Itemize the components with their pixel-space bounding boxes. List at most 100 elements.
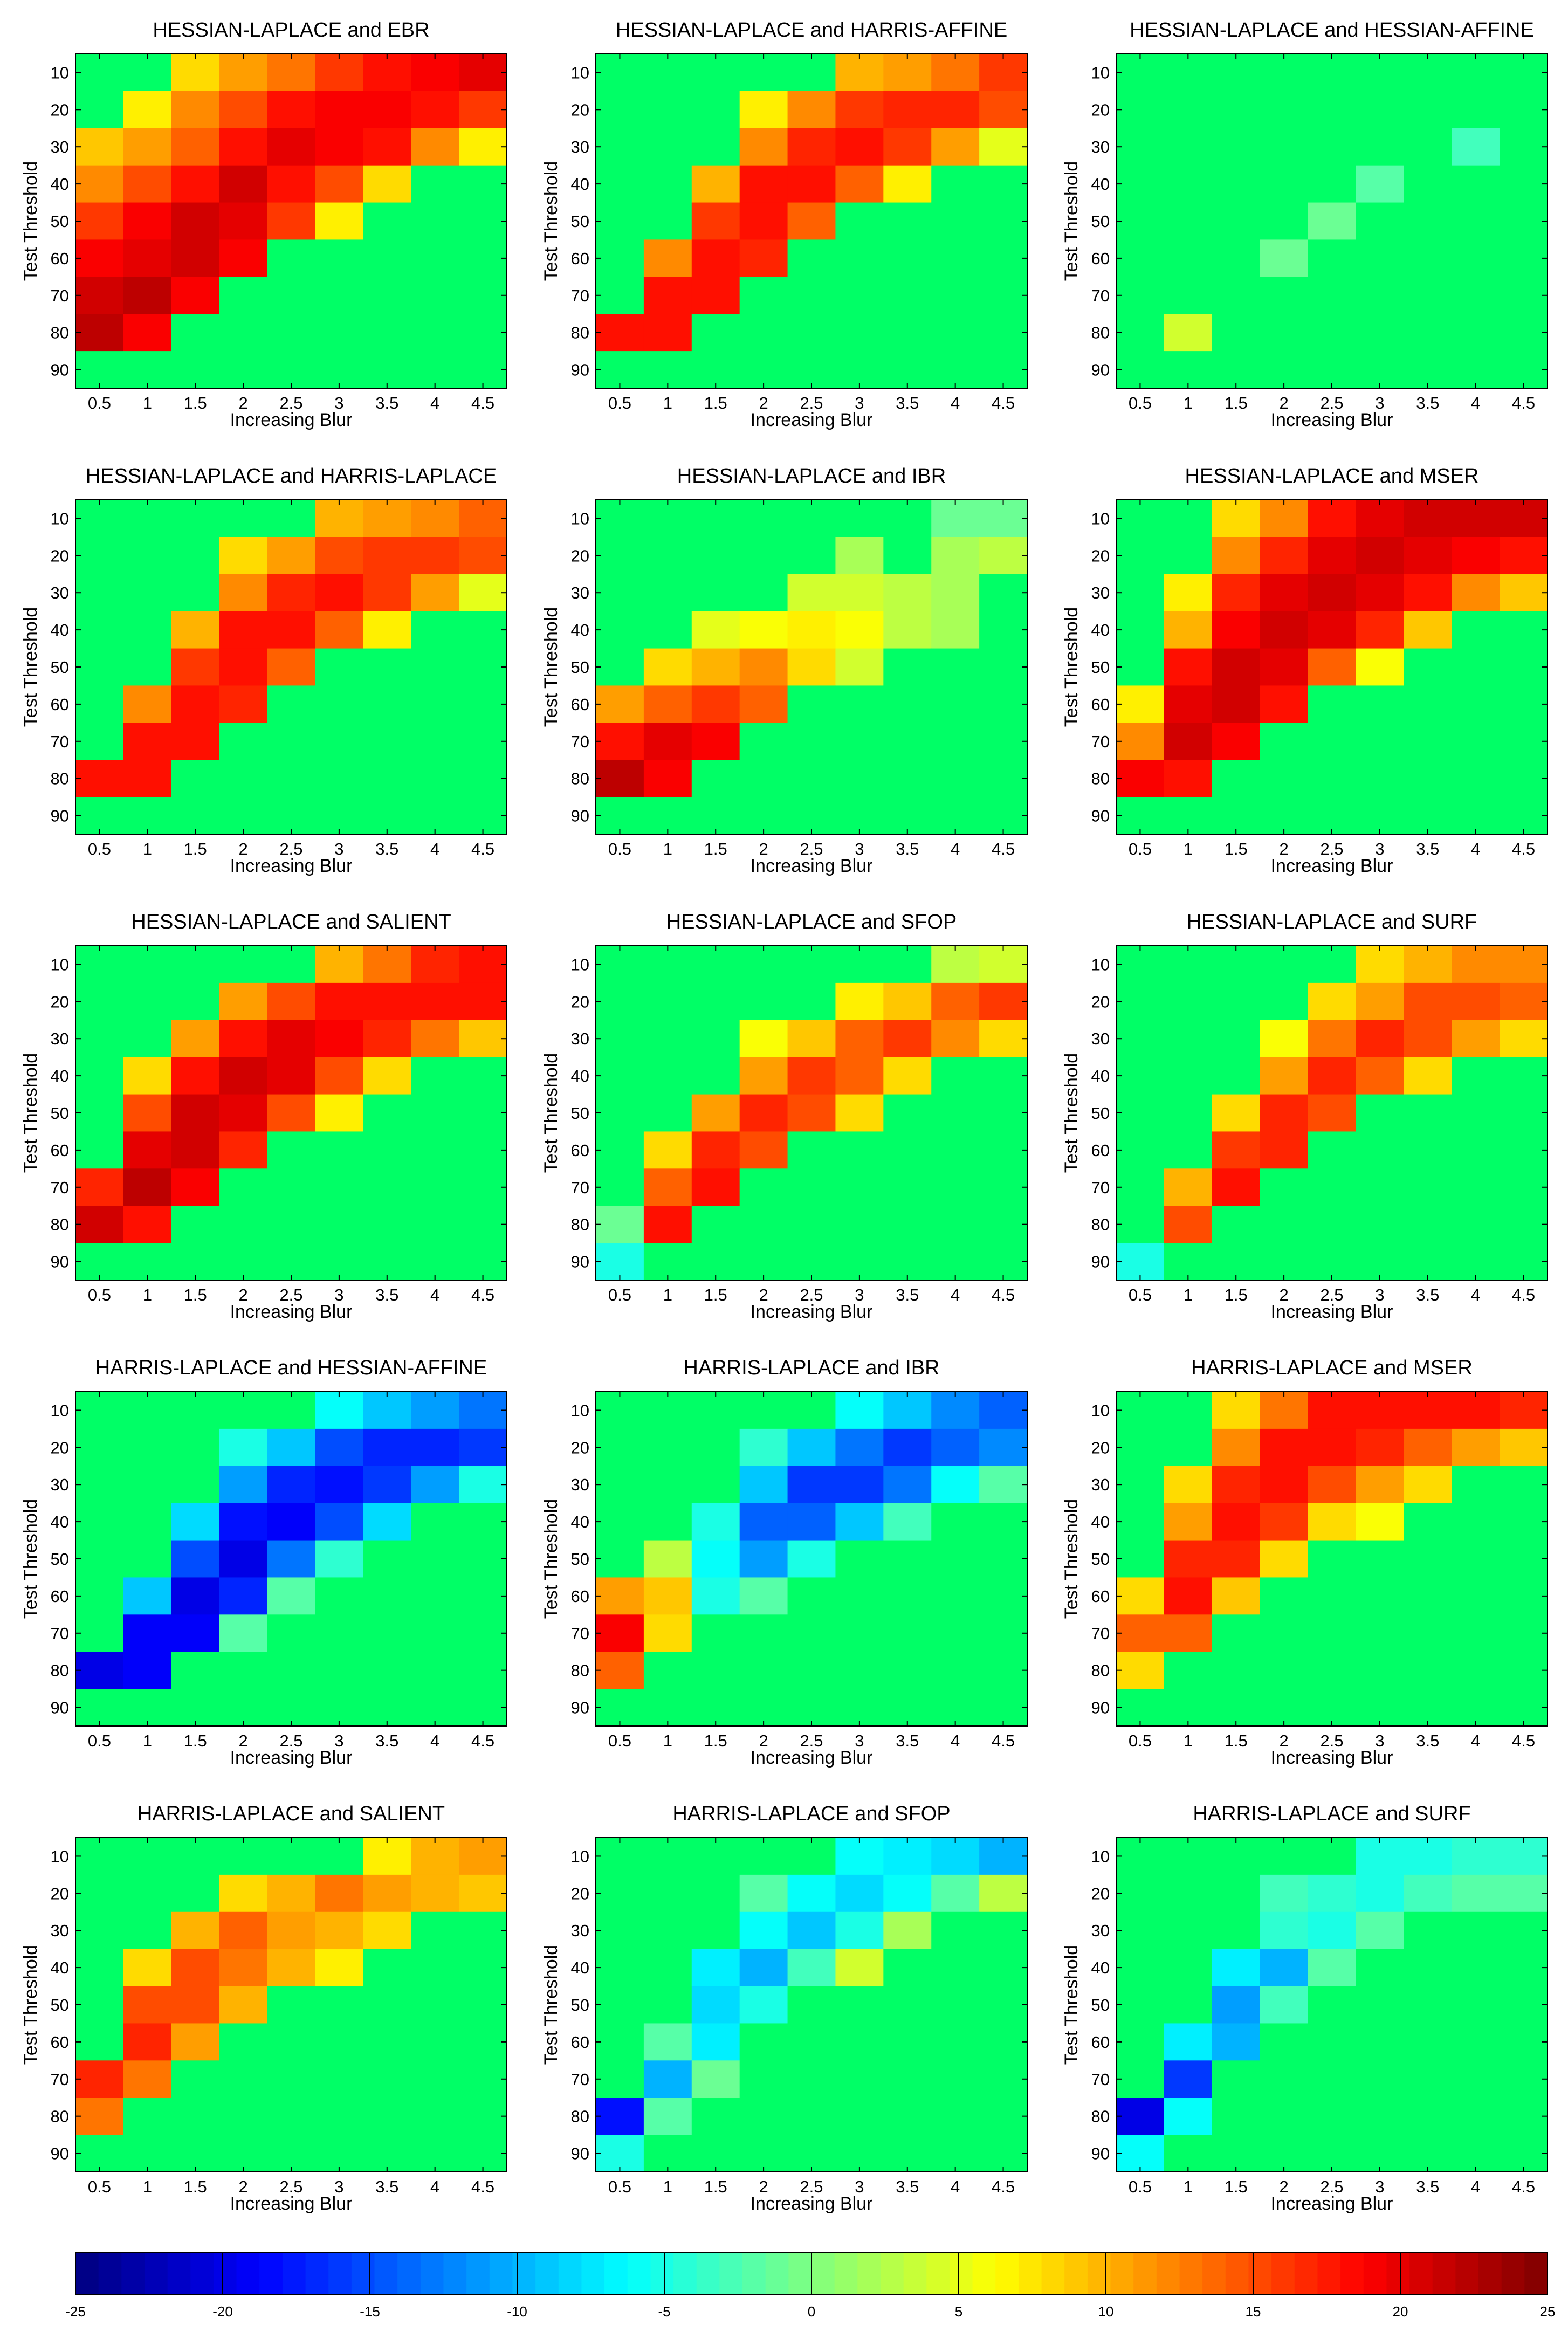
x-tick-label: 3 [1375, 840, 1384, 858]
heatmap-cell [1500, 500, 1548, 538]
heatmap-cell [315, 1540, 363, 1578]
heatmap-cell [979, 1392, 1028, 1429]
heatmap-cell [1356, 202, 1404, 240]
y-tick-label: 80 [1091, 769, 1110, 788]
panel-title: HESSIAN-LAPLACE and IBR [677, 465, 946, 487]
y-tick-label: 80 [51, 2107, 69, 2126]
heatmap-cell [931, 1168, 980, 1206]
colorbar-segment [1432, 2253, 1456, 2295]
colorbar-segment [535, 2253, 559, 2295]
heatmap-cell [459, 1540, 507, 1578]
heatmap-cell [835, 1094, 884, 1132]
heatmap-cell [171, 1057, 220, 1095]
heatmap-cell [1260, 1057, 1309, 1095]
heatmap-cell [363, 611, 411, 649]
heatmap-cell [883, 1949, 932, 1987]
y-tick-label: 60 [1091, 1141, 1110, 1160]
heatmap-cell [459, 1466, 507, 1504]
heatmap-cell [1116, 1652, 1165, 1689]
x-tick-label: 4 [430, 840, 439, 858]
colorbar-segment [788, 2253, 812, 2295]
colorbar-segment [236, 2253, 260, 2295]
y-tick-label: 90 [51, 807, 69, 826]
heatmap-cell [171, 1614, 220, 1652]
x-tick-label: 4.5 [992, 840, 1015, 858]
heatmap-cell [883, 1986, 932, 2024]
heatmap-cell [363, 239, 411, 277]
heatmap-cell [835, 314, 884, 352]
heatmap-cell [643, 1503, 692, 1541]
heatmap-cell [363, 1949, 411, 1987]
heatmap-cell [643, 277, 692, 314]
heatmap-cell [459, 351, 507, 389]
heatmap-cell [1308, 277, 1357, 314]
x-tick-label: 4 [1471, 394, 1480, 412]
y-tick-label: 10 [1091, 63, 1110, 82]
heatmap-cell [219, 760, 268, 797]
colorbar-segment [949, 2253, 973, 2295]
heatmap-cell [979, 2098, 1028, 2135]
y-tick-label: 90 [571, 807, 589, 826]
heatmap-cell [691, 1577, 740, 1615]
y-tick-label: 30 [1091, 583, 1110, 602]
heatmap-cell [75, 1168, 124, 1206]
y-tick-label: 40 [1091, 175, 1110, 194]
heatmap-cell [1164, 760, 1213, 797]
heatmap-cell [171, 1466, 220, 1504]
heatmap-cell [219, 1020, 268, 1058]
heatmap-cell [979, 1838, 1028, 1875]
heatmap-cell [1308, 239, 1357, 277]
heatmap-cell [123, 982, 172, 1021]
x-tick-label: 2 [759, 2177, 768, 2196]
heatmap-cell [787, 1614, 836, 1652]
heatmap-cell [267, 2135, 316, 2172]
heatmap-cell [1404, 1577, 1452, 1615]
heatmap-cell [1116, 1206, 1165, 1243]
heatmap-cell [1308, 1689, 1357, 1727]
heatmap-cell [267, 1428, 316, 1467]
heatmap-cell [1116, 982, 1165, 1021]
heatmap-cell [1260, 1392, 1309, 1429]
heatmap-cell [123, 611, 172, 649]
heatmap-cell [931, 797, 980, 835]
heatmap-cell [459, 165, 507, 203]
heatmap-cell [123, 2098, 172, 2135]
heatmap-cell [1260, 723, 1309, 760]
heatmap-cell [883, 500, 932, 538]
heatmap-cell [267, 1911, 316, 1950]
colorbar-segment [1087, 2253, 1111, 2295]
heatmap-cell [1212, 537, 1261, 575]
y-tick-label: 50 [1091, 1996, 1110, 2014]
x-axis-label: Increasing Blur [1271, 1302, 1393, 1322]
heatmap-cell [1500, 1986, 1548, 2024]
panel-title: HARRIS-LAPLACE and HESSIAN-AFFINE [95, 1357, 487, 1379]
x-tick-label: 4.5 [1512, 840, 1535, 858]
x-tick-label: 2 [238, 394, 247, 412]
x-tick-label: 0.5 [1129, 394, 1152, 412]
heatmap-cell [1116, 1949, 1165, 1987]
heatmap-cell [596, 1503, 644, 1541]
heatmap-cell [835, 1243, 884, 1281]
heatmap-cell [75, 982, 124, 1021]
heatmap-cell [1356, 1911, 1404, 1950]
heatmap-cell [1308, 500, 1357, 538]
x-tick-label: 1.5 [704, 2177, 727, 2196]
heatmap-cell [411, 1614, 459, 1652]
heatmap-cell [739, 1168, 788, 1206]
heatmap-cell [315, 1614, 363, 1652]
heatmap-cell [1260, 165, 1309, 203]
heatmap-cell [1212, 202, 1261, 240]
heatmap-cell [883, 1168, 932, 1206]
heatmap-cell [315, 1838, 363, 1875]
heatmap-cell [979, 1540, 1028, 1578]
x-tick-label: 4.5 [1512, 1285, 1535, 1304]
heatmap-cell [459, 648, 507, 686]
colorbar-segment [1317, 2253, 1341, 2295]
heatmap-cell [931, 165, 980, 203]
heatmap-cell [1452, 1577, 1500, 1615]
heatmap-cell [883, 91, 932, 129]
heatmap-cell [931, 982, 980, 1021]
colorbar-segment [581, 2253, 605, 2295]
heatmap-cell [835, 2135, 884, 2172]
heatmap-cell [1212, 54, 1261, 92]
